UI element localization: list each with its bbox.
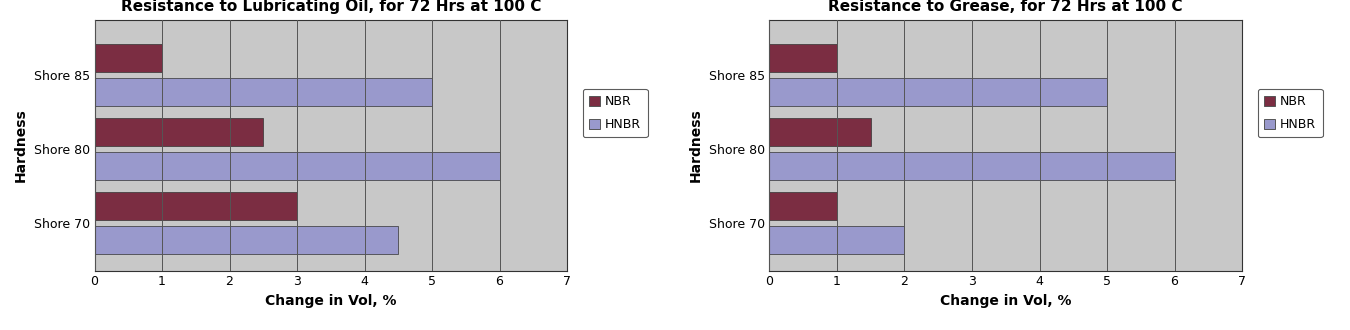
Bar bbox=[95, 152, 500, 180]
X-axis label: Change in Vol, %: Change in Vol, % bbox=[265, 294, 397, 308]
Bar bbox=[769, 192, 837, 220]
Bar bbox=[95, 78, 432, 106]
Bar bbox=[769, 226, 904, 254]
Y-axis label: Hardness: Hardness bbox=[688, 108, 703, 182]
Bar bbox=[769, 118, 871, 146]
Bar bbox=[95, 118, 263, 146]
Y-axis label: Hardness: Hardness bbox=[14, 108, 28, 182]
Title: Resistance to Lubricating Oil, for 72 Hrs at 100 C: Resistance to Lubricating Oil, for 72 Hr… bbox=[120, 0, 541, 15]
Bar bbox=[769, 78, 1107, 106]
Bar bbox=[95, 226, 398, 254]
Bar bbox=[95, 192, 297, 220]
Bar bbox=[95, 44, 162, 72]
Title: Resistance to Grease, for 72 Hrs at 100 C: Resistance to Grease, for 72 Hrs at 100 … bbox=[829, 0, 1183, 15]
Bar bbox=[769, 152, 1174, 180]
Legend: NBR, HNBR: NBR, HNBR bbox=[1258, 89, 1323, 137]
X-axis label: Change in Vol, %: Change in Vol, % bbox=[940, 294, 1072, 308]
Bar bbox=[769, 44, 837, 72]
Legend: NBR, HNBR: NBR, HNBR bbox=[583, 89, 648, 137]
